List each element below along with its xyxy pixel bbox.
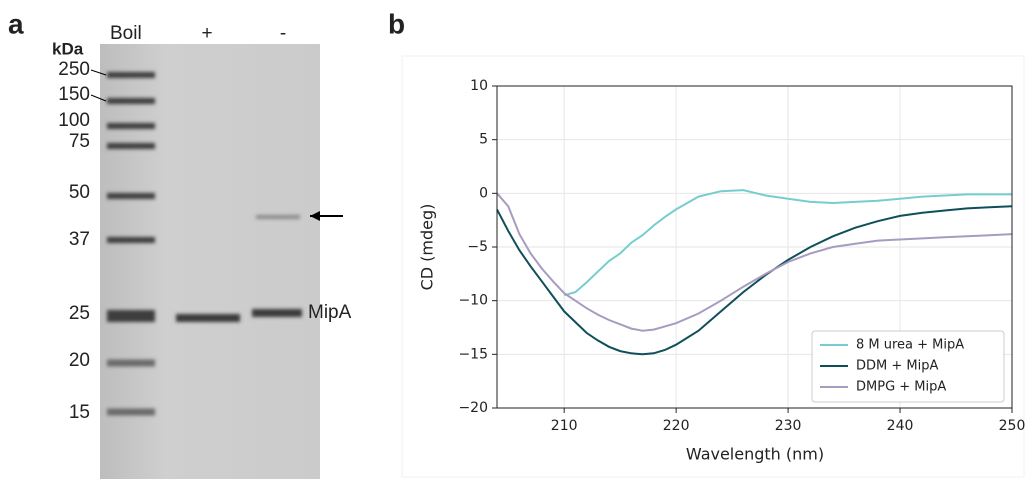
band	[176, 314, 240, 322]
gel-header: Boil	[110, 23, 142, 44]
panel-label: a	[8, 8, 24, 39]
panel-label: b	[388, 8, 405, 39]
legend-label: 8 M urea + MipA	[856, 338, 964, 353]
x-tick-label: 210	[551, 418, 578, 434]
y-tick-label: 5	[479, 132, 488, 148]
ladder-band	[107, 143, 155, 149]
y-tick-label: 10	[470, 78, 488, 94]
leader-line	[90, 94, 107, 102]
ladder-band	[107, 408, 155, 416]
ladder-label: 250	[58, 59, 90, 80]
x-axis-label: Wavelength (nm)	[686, 445, 824, 464]
ladder-band	[107, 359, 155, 367]
y-tick-label: −15	[458, 346, 488, 362]
leader-line	[90, 69, 107, 76]
x-tick-label: 250	[999, 418, 1026, 434]
gel-bands	[107, 72, 302, 416]
ladder-band	[107, 72, 155, 78]
ladder-label: 37	[69, 229, 90, 250]
legend-label: DDM + MipA	[856, 359, 938, 374]
arrow-head	[310, 211, 320, 221]
y-tick-label: 0	[479, 185, 488, 201]
y-axis-label: CD (mdeg)	[418, 204, 437, 291]
axes-frame	[496, 85, 1013, 409]
x-tick-label: 230	[775, 418, 802, 434]
band	[256, 215, 300, 219]
chart-background	[401, 55, 1025, 478]
series-line	[496, 205, 1013, 356]
unit-label: kDa	[52, 39, 84, 58]
series-line	[496, 192, 1013, 332]
x-tick-label: 220	[663, 418, 690, 434]
ladder-band	[107, 237, 155, 243]
legend-box	[811, 330, 1005, 403]
band	[252, 309, 302, 317]
ladder-label: 50	[69, 182, 90, 203]
ladder-label: 100	[58, 110, 90, 131]
band-label: MipA	[308, 302, 352, 323]
ladder-label: 15	[69, 402, 90, 423]
ladder-label: 75	[69, 131, 90, 152]
y-tick-label: −20	[458, 400, 488, 416]
series-line	[563, 189, 1012, 297]
y-tick-label: −5	[467, 239, 488, 255]
ladder-label: 25	[69, 303, 90, 324]
gel	[100, 44, 320, 479]
legend-label: DMPG + MipA	[856, 380, 946, 395]
ladder-label: 150	[58, 84, 90, 105]
ladder-band	[107, 310, 155, 322]
ladder-band	[107, 123, 155, 129]
lane-label: -	[280, 23, 286, 44]
ladder-band	[107, 193, 155, 199]
ladder-band	[107, 98, 155, 104]
y-tick-label: −10	[458, 293, 488, 309]
x-tick-label: 240	[887, 418, 914, 434]
lane-label: +	[201, 23, 212, 44]
ladder-label: 20	[69, 350, 90, 371]
